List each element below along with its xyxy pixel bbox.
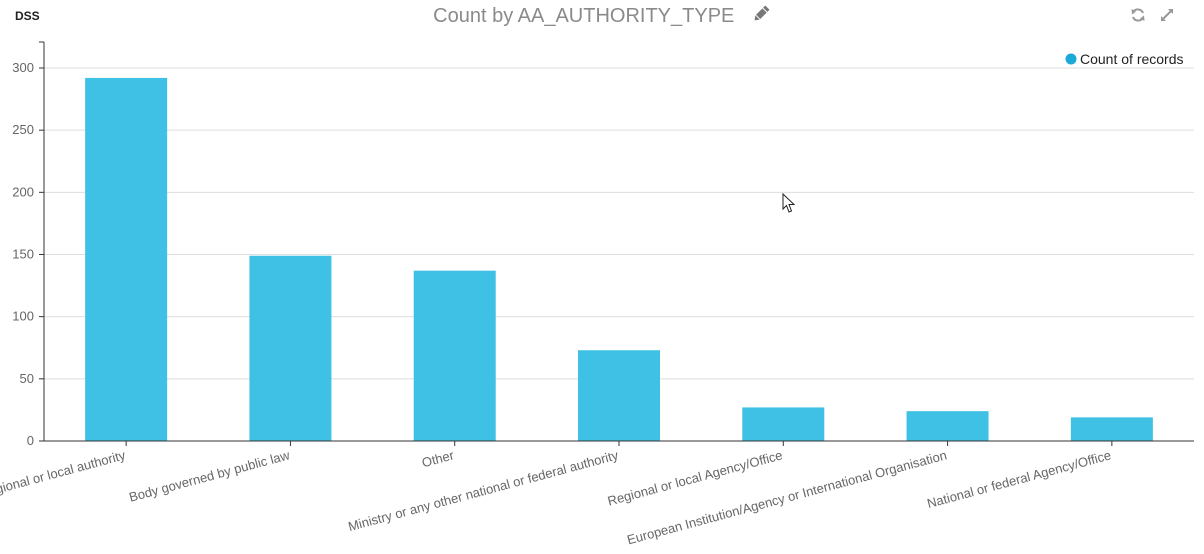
- mouse-cursor-icon: [782, 192, 796, 220]
- brand-label: DSS: [15, 9, 40, 23]
- refresh-icon[interactable]: [1130, 7, 1146, 28]
- x-category-label: European Institution/Agency or Internati…: [625, 447, 948, 547]
- bar: [413, 270, 496, 441]
- x-category-label: Other: [420, 447, 456, 470]
- expand-icon[interactable]: [1159, 7, 1175, 28]
- x-category-label: Regional or local authority: [0, 447, 127, 501]
- chart-header: Count by AA_AUTHORITY_TYPE: [0, 4, 1204, 29]
- bar: [742, 407, 825, 441]
- chart-title: Count by AA_AUTHORITY_TYPE: [433, 5, 735, 27]
- x-category-label: National or federal Agency/Office: [925, 447, 1112, 511]
- legend-marker: [1065, 53, 1077, 65]
- bar: [578, 350, 660, 441]
- x-category-label: Ministry or any other national or federa…: [346, 447, 620, 534]
- x-category-label: Body governed by public law: [127, 447, 291, 504]
- bar: [249, 255, 332, 441]
- y-tick-label: 250: [12, 122, 34, 137]
- y-tick-label: 200: [12, 184, 34, 199]
- pencil-icon[interactable]: [751, 4, 771, 29]
- y-tick-label: 0: [27, 433, 34, 448]
- legend-label: Count of records: [1080, 51, 1184, 67]
- bar: [906, 411, 989, 441]
- bar: [85, 77, 168, 442]
- y-tick-label: 50: [20, 371, 34, 386]
- y-tick-label: 300: [12, 60, 34, 75]
- bar: [1070, 417, 1153, 441]
- y-tick-label: 150: [12, 247, 34, 262]
- y-tick-label: 100: [12, 309, 34, 324]
